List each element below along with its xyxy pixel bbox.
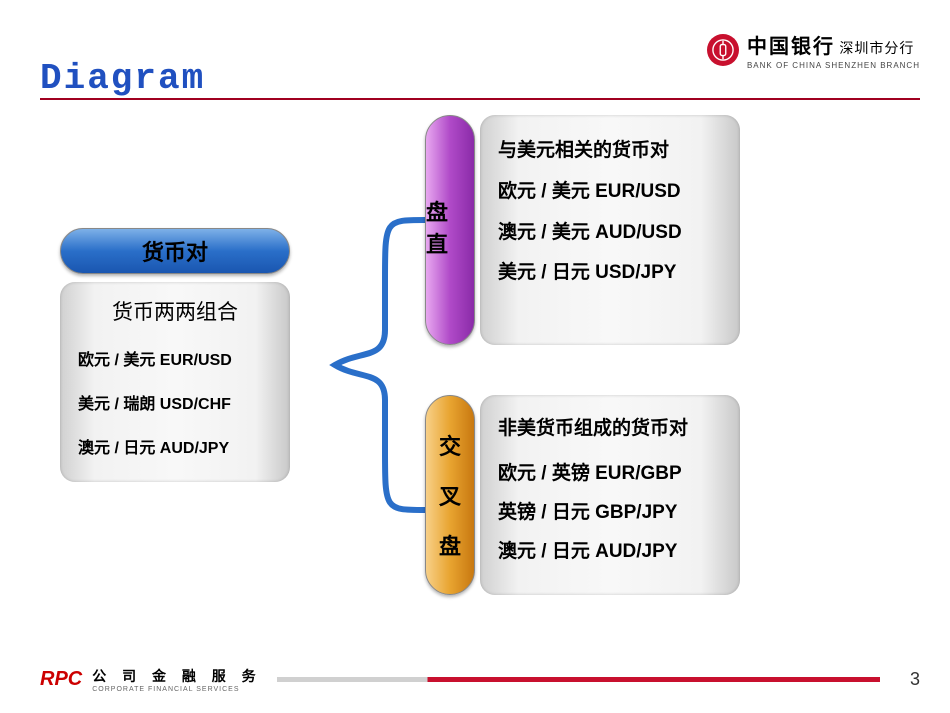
bank-name-en: BANK OF CHINA SHENZHEN BRANCH xyxy=(747,61,920,70)
branch-bottom-char: 交 xyxy=(439,429,461,461)
bank-name-cn: 中国银行 xyxy=(747,36,835,58)
title-underline xyxy=(40,98,920,100)
branch-top-label: 盘 直 xyxy=(410,195,470,259)
root-box: 货币两两组合 欧元 / 美元 EUR/USD 美元 / 瑞朗 USD/CHF 澳… xyxy=(60,282,290,482)
bank-text: 中国银行 深圳市分行 BANK OF CHINA SHENZHEN BRANCH xyxy=(747,30,920,70)
root-item: 欧元 / 美元 EUR/USD xyxy=(78,346,272,370)
branch-bottom-char: 盘 xyxy=(439,529,461,561)
branch-top-pair: 欧元 / 美元 EUR/USD xyxy=(498,180,722,205)
root-pill: 货币对 xyxy=(60,228,290,274)
bank-branch: 深圳市分行 xyxy=(839,40,914,56)
page-number: 3 xyxy=(910,669,920,690)
branch-bottom-box: 非美货币组成的货币对 欧元 / 英镑 EUR/GBP 英镑 / 日元 GBP/J… xyxy=(480,395,740,595)
root-item: 美元 / 瑞朗 USD/CHF xyxy=(78,390,272,414)
footer-text: 公 司 金 融 服 务 CORPORATE FINANCIAL SERVICES xyxy=(92,666,261,693)
footer-bar xyxy=(277,677,880,682)
footer-en: CORPORATE FINANCIAL SERVICES xyxy=(92,686,261,693)
root-subheading: 货币两两组合 xyxy=(78,296,272,326)
branch-bottom-pill: 交 叉 盘 xyxy=(425,395,475,595)
branch-bottom-desc: 非美货币组成的货币对 xyxy=(498,413,722,440)
page-title: Diagram xyxy=(40,58,205,99)
header: 中国银行 深圳市分行 BANK OF CHINA SHENZHEN BRANCH xyxy=(707,30,920,70)
branch-bottom-char: 叉 xyxy=(439,479,461,511)
branch-bottom-pair: 澳元 / 日元 AUD/JPY xyxy=(498,536,722,563)
branch-top-desc: 与美元相关的货币对 xyxy=(498,135,722,162)
branch-top-pair: 美元 / 日元 USD/JPY xyxy=(498,261,722,286)
branch-bottom-pair: 英镑 / 日元 GBP/JPY xyxy=(498,497,722,524)
branch-top-box: 与美元相关的货币对 欧元 / 美元 EUR/USD 澳元 / 美元 AUD/US… xyxy=(480,115,740,345)
footer-cn: 公 司 金 融 服 务 xyxy=(92,666,261,686)
branch-top-pair: 澳元 / 美元 AUD/USD xyxy=(498,221,722,246)
branch-bottom-pair: 欧元 / 英镑 EUR/GBP xyxy=(498,458,722,485)
footer-logo: RPC xyxy=(40,668,82,691)
root-item: 澳元 / 日元 AUD/JPY xyxy=(78,434,272,458)
footer: RPC 公 司 金 融 服 务 CORPORATE FINANCIAL SERV… xyxy=(40,666,920,693)
bank-logo-icon xyxy=(707,34,739,66)
root-label: 货币对 xyxy=(142,235,208,267)
